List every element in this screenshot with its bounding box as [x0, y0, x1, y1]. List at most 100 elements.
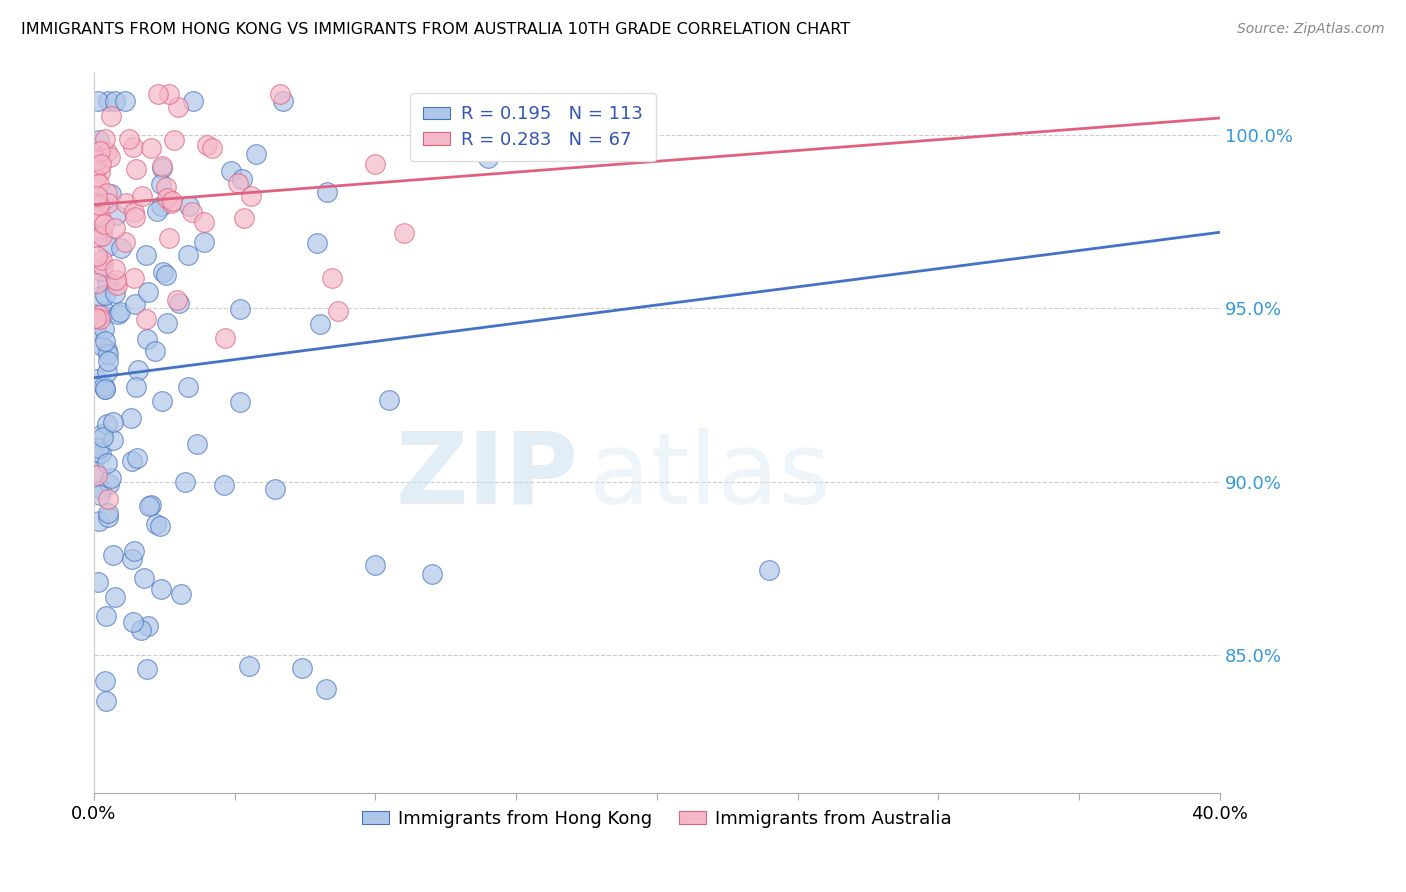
- Point: [166, 293, 188, 307]
- Point: [87, 177, 110, 191]
- Point: [87, 575, 110, 590]
- Text: Source: ZipAtlas.com: Source: ZipAtlas.com: [1237, 22, 1385, 37]
- Text: ZIP: ZIP: [395, 428, 578, 524]
- Point: [98, 476, 121, 491]
- Point: [91, 339, 114, 353]
- Point: [84, 171, 107, 186]
- Point: [139, 141, 162, 155]
- Point: [90, 252, 112, 267]
- Point: [263, 482, 285, 496]
- Point: [179, 199, 201, 213]
- Point: [170, 587, 193, 601]
- Point: [91, 228, 114, 243]
- Point: [96, 195, 118, 210]
- Point: [93, 217, 115, 231]
- Point: [90, 446, 112, 460]
- Point: [89, 289, 111, 303]
- Point: [378, 392, 401, 407]
- Point: [477, 151, 499, 165]
- Point: [125, 380, 148, 394]
- Point: [110, 241, 132, 255]
- Point: [91, 194, 114, 208]
- Point: [114, 235, 136, 249]
- Point: [87, 442, 110, 456]
- Point: [115, 195, 138, 210]
- Point: [152, 265, 174, 279]
- Point: [89, 165, 111, 179]
- Point: [321, 270, 343, 285]
- Point: [104, 285, 127, 300]
- Point: [96, 693, 118, 707]
- Point: [271, 94, 294, 108]
- Point: [97, 94, 120, 108]
- Point: [135, 311, 157, 326]
- Point: [104, 262, 127, 277]
- Point: [181, 205, 204, 219]
- Point: [193, 235, 215, 249]
- Point: [233, 211, 256, 225]
- Point: [127, 450, 149, 465]
- Point: [87, 198, 110, 212]
- Point: [84, 320, 107, 334]
- Point: [155, 180, 177, 194]
- Point: [87, 94, 110, 108]
- Point: [219, 164, 242, 178]
- Point: [146, 204, 169, 219]
- Point: [90, 482, 112, 496]
- Point: [131, 189, 153, 203]
- Text: atlas: atlas: [589, 428, 831, 524]
- Point: [136, 332, 159, 346]
- Legend: Immigrants from Hong Kong, Immigrants from Australia: Immigrants from Hong Kong, Immigrants fr…: [354, 802, 959, 835]
- Point: [107, 308, 129, 322]
- Point: [309, 317, 332, 331]
- Point: [305, 236, 328, 251]
- Point: [145, 517, 167, 532]
- Point: [89, 488, 111, 502]
- Point: [127, 362, 149, 376]
- Point: [94, 334, 117, 349]
- Point: [84, 372, 107, 386]
- Point: [124, 210, 146, 224]
- Point: [155, 268, 177, 283]
- Point: [108, 305, 131, 319]
- Point: [84, 310, 107, 325]
- Point: [93, 378, 115, 392]
- Point: [89, 311, 111, 326]
- Point: [87, 308, 110, 322]
- Point: [96, 456, 118, 470]
- Point: [96, 343, 118, 357]
- Point: [291, 661, 314, 675]
- Point: [201, 141, 224, 155]
- Point: [150, 159, 173, 173]
- Point: [159, 195, 181, 210]
- Point: [96, 365, 118, 379]
- Point: [229, 394, 252, 409]
- Point: [195, 137, 218, 152]
- Point: [104, 208, 127, 222]
- Point: [135, 248, 157, 262]
- Point: [94, 288, 117, 302]
- Point: [326, 304, 349, 318]
- Point: [100, 109, 122, 123]
- Point: [90, 156, 112, 170]
- Point: [163, 133, 186, 147]
- Point: [103, 415, 125, 429]
- Point: [150, 199, 173, 213]
- Point: [93, 259, 115, 273]
- Point: [101, 548, 124, 562]
- Point: [86, 230, 108, 244]
- Point: [103, 433, 125, 447]
- Y-axis label: 10th Grade: 10th Grade: [0, 386, 8, 480]
- Point: [120, 411, 142, 425]
- Point: [148, 87, 170, 101]
- Point: [93, 322, 115, 336]
- Point: [93, 304, 115, 318]
- Point: [173, 475, 195, 489]
- Point: [143, 343, 166, 358]
- Point: [162, 194, 184, 209]
- Point: [90, 308, 112, 322]
- Point: [86, 467, 108, 482]
- Point: [125, 161, 148, 176]
- Point: [97, 491, 120, 506]
- Point: [86, 188, 108, 202]
